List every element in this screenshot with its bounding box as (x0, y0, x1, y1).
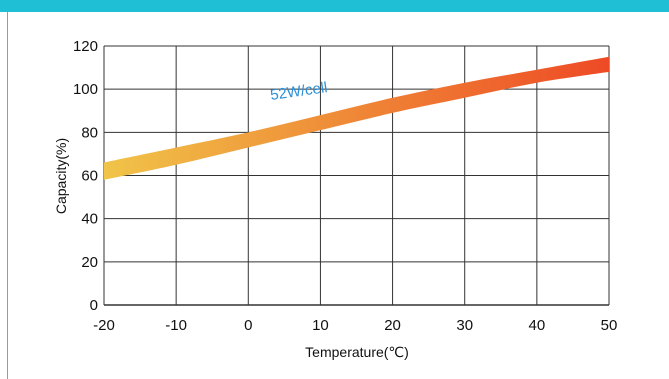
capacity-band-series (104, 56, 609, 180)
y-tick-label: 40 (81, 211, 98, 228)
y-tick-label: 60 (81, 168, 98, 185)
y-axis-label: Capacity(%) (53, 138, 69, 214)
x-tick-label: 50 (601, 317, 618, 334)
x-tick-label: 40 (529, 317, 546, 334)
x-tick-label: 0 (244, 317, 252, 334)
x-tick-label: 20 (384, 317, 401, 334)
y-tick-label: 120 (73, 38, 98, 55)
x-tick-label: 30 (456, 317, 473, 334)
x-axis-label: Temperature(℃) (305, 344, 409, 360)
y-tick-label: 100 (73, 81, 98, 98)
x-tick-label: -10 (165, 317, 187, 334)
series-label: 52W/cell (269, 79, 328, 104)
x-tick-label: 10 (312, 317, 329, 334)
header-accent-bar (0, 0, 669, 12)
y-tick-label: 80 (81, 124, 98, 141)
x-tick-label: -20 (93, 317, 115, 334)
y-tick-label: 0 (90, 297, 98, 314)
y-tick-label: 20 (81, 254, 98, 271)
left-border-line (7, 12, 8, 379)
